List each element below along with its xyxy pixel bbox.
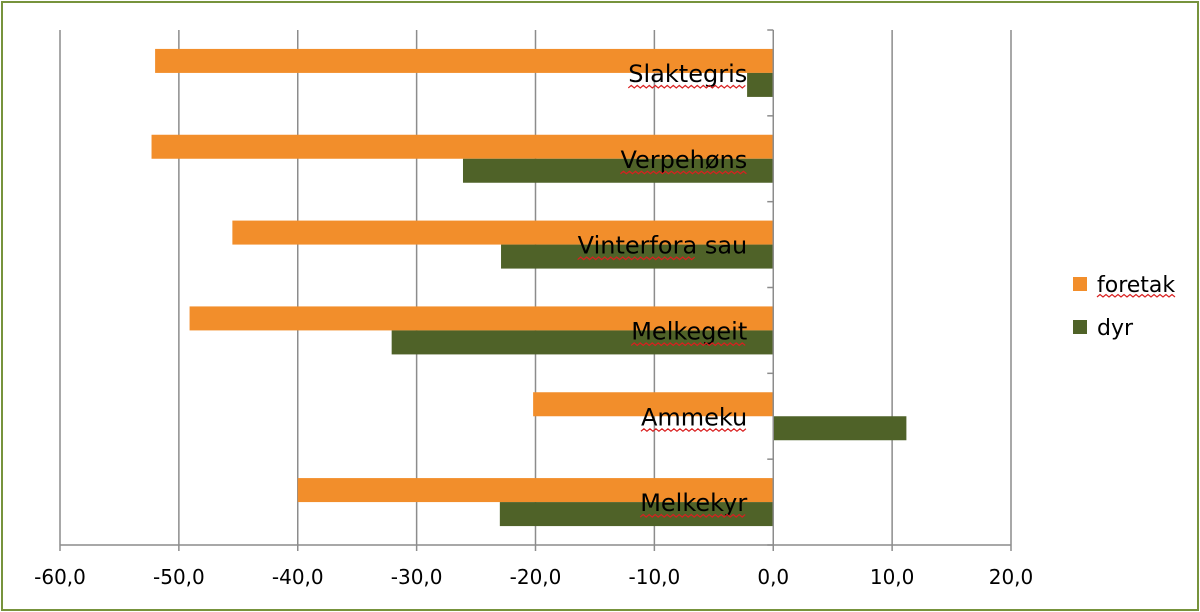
spellcheck-underline [1096, 293, 1176, 298]
legend-label-dyr: dyr [1097, 316, 1134, 341]
x-tick-label: -60,0 [34, 565, 86, 589]
spellcheck-underline [639, 513, 746, 518]
x-tick-label: -50,0 [153, 565, 205, 589]
legend-swatch-foretak [1073, 277, 1087, 291]
category-label: Vinterfora sau [578, 232, 748, 260]
category-label: Slaktegris [628, 60, 747, 88]
category-label: Ammeku [641, 403, 747, 431]
x-tick-label: -10,0 [629, 565, 681, 589]
labels: Melkekyr Ammeku Melkegeit Vinterfora sau Ver… [577, 60, 748, 518]
spellcheck-underline [627, 84, 746, 89]
legend-swatch-dyr [1073, 320, 1087, 334]
legend-label-foretak: foretak [1097, 273, 1175, 298]
spellcheck-underline [630, 342, 746, 347]
spellcheck-underline [640, 427, 747, 433]
bars [151, 48, 907, 527]
legend: foretak dyr [1073, 273, 1175, 341]
bar-foretak [189, 306, 774, 331]
x-tick-label: -20,0 [510, 565, 562, 589]
x-tick-label: 20,0 [989, 565, 1034, 589]
bar-dyr [501, 244, 774, 269]
bar-dyr [773, 416, 907, 441]
spellcheck-underline [577, 256, 696, 261]
category-label: Melkekyr [640, 489, 747, 517]
bar-foretak [297, 478, 774, 503]
axes: -60,0 -50,0 -40,0 -30,0 -20,0 -10,0 0,0 10,0 20,… [34, 29, 1034, 589]
x-tick-label: -30,0 [391, 565, 443, 589]
bar-dyr [462, 158, 774, 183]
bar-foretak [155, 48, 774, 73]
bar-dyr [391, 330, 774, 355]
bar-dyr [747, 72, 774, 97]
bar-foretak [151, 134, 774, 159]
x-tick-label: 10,0 [870, 565, 915, 589]
x-tick-label: 0,0 [757, 565, 789, 589]
gridlines [59, 30, 1012, 545]
bar-dyr [499, 502, 774, 527]
x-tick-label: -40,0 [272, 565, 324, 589]
category-label: Melkegeit [631, 317, 747, 345]
spellcheck-underline [620, 170, 747, 175]
bar-foretak [232, 220, 774, 245]
bar-foretak [533, 392, 774, 417]
category-label: Verpehøns [620, 146, 747, 174]
